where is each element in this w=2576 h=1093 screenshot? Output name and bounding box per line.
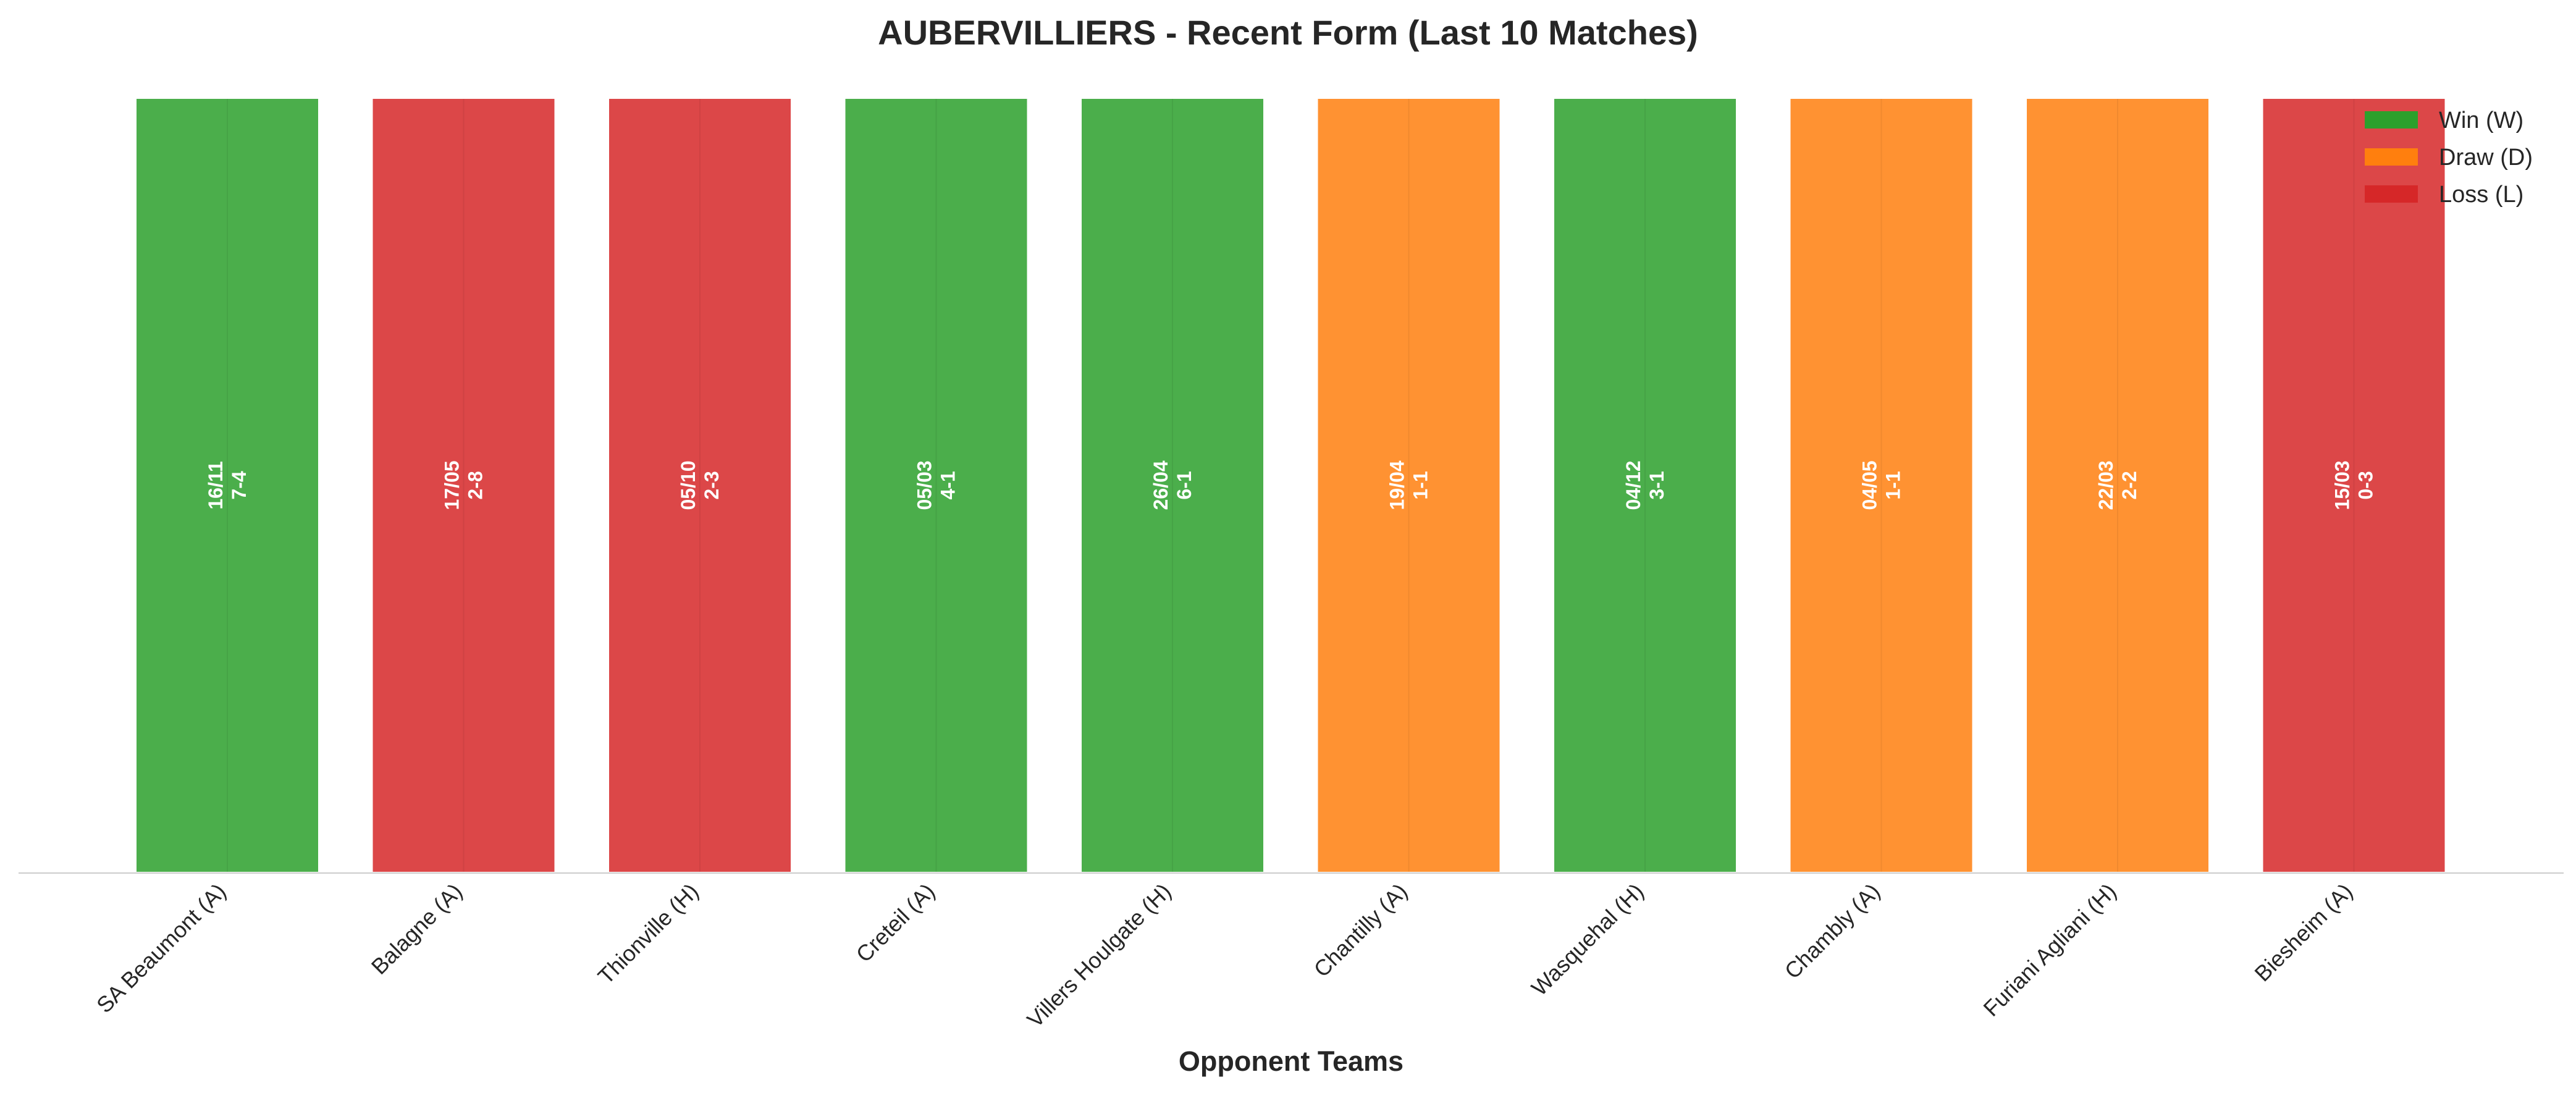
bar-label-score: 4-1 bbox=[937, 471, 959, 499]
x-tick-label: Chantilly (A) bbox=[1309, 879, 1413, 982]
x-axis-label: Opponent Teams bbox=[1179, 1045, 1404, 1077]
chart-title: AUBERVILLIERS - Recent Form (Last 10 Mat… bbox=[878, 13, 1698, 52]
x-tick-label: Balagne (A) bbox=[366, 879, 467, 979]
bar-label-score: 2-8 bbox=[465, 471, 487, 499]
legend-label: Loss (L) bbox=[2439, 182, 2523, 208]
bar bbox=[1552, 96, 1738, 874]
bar-label: 26/046-1 bbox=[1150, 460, 1195, 510]
bar-label: 15/030-3 bbox=[2331, 460, 2377, 510]
bar-label-score: 2-3 bbox=[701, 471, 723, 499]
x-tick-label: Creteil (A) bbox=[851, 879, 940, 968]
bar-label: 19/041-1 bbox=[1386, 460, 1432, 510]
bar-label-date: 19/04 bbox=[1386, 460, 1408, 510]
bar-label-date: 16/11 bbox=[204, 461, 227, 509]
bars-group bbox=[134, 96, 2448, 874]
x-tick-label: Furiani Agliani (H) bbox=[1978, 879, 2121, 1021]
bar bbox=[607, 96, 793, 874]
tick-labels-group: SA Beaumont (A) Balagne (A) Thionville (H)… bbox=[91, 879, 2357, 1032]
bar-label-date: 04/05 bbox=[1859, 460, 1881, 510]
bar-label-score: 1-1 bbox=[1882, 471, 1905, 499]
bar-label-score: 2-2 bbox=[2118, 471, 2140, 499]
bar bbox=[2260, 96, 2448, 874]
x-tick-label: Thionville (H) bbox=[593, 879, 704, 989]
bar-label-score: 7-4 bbox=[228, 471, 250, 499]
bar-label-date: 04/12 bbox=[1622, 460, 1644, 510]
x-tick-label: Villers Houlgate (H) bbox=[1022, 879, 1176, 1032]
bar-labels-group: 16/117-4 17/052-8 05/102-3 05/034-1 26/046-1… bbox=[204, 460, 2377, 510]
legend-swatch bbox=[2365, 111, 2418, 129]
bar-label-score: 0-3 bbox=[2355, 471, 2377, 499]
bar-label-score: 6-1 bbox=[1173, 471, 1195, 499]
bar-label: 16/117-4 bbox=[204, 461, 250, 509]
x-tick-label: Biesheim (A) bbox=[2249, 879, 2357, 987]
x-tick-label: SA Beaumont (A) bbox=[91, 879, 231, 1018]
bar-label-date: 17/05 bbox=[441, 460, 463, 510]
bar-label: 04/123-1 bbox=[1622, 460, 1668, 510]
x-tick-label: Chambly (A) bbox=[1780, 879, 1885, 984]
bar bbox=[134, 96, 321, 874]
bar-label-date: 26/04 bbox=[1150, 460, 1172, 510]
bar bbox=[1788, 96, 1975, 874]
bar bbox=[370, 96, 557, 874]
bar bbox=[843, 96, 1030, 874]
bar-label-date: 05/03 bbox=[914, 460, 936, 510]
bar bbox=[1079, 96, 1266, 874]
bar-label: 04/051-1 bbox=[1859, 460, 1905, 510]
legend-label: Draw (D) bbox=[2439, 145, 2533, 171]
legend-label: Win (W) bbox=[2439, 108, 2523, 133]
legend-swatch bbox=[2365, 148, 2418, 166]
bar bbox=[1315, 96, 1502, 874]
bar-label: 17/052-8 bbox=[441, 460, 487, 510]
bar-label-score: 1-1 bbox=[1410, 471, 1432, 499]
bar-label-date: 05/10 bbox=[677, 460, 699, 510]
legend: Win (W) Draw (D) Loss (L) bbox=[2365, 108, 2533, 208]
bar-label: 05/034-1 bbox=[914, 460, 959, 510]
bar-label-date: 22/03 bbox=[2095, 460, 2117, 510]
legend-swatch bbox=[2365, 185, 2418, 203]
bar-label: 22/032-2 bbox=[2095, 460, 2140, 510]
bar-label-score: 3-1 bbox=[1646, 471, 1668, 499]
bar-label: 05/102-3 bbox=[677, 460, 723, 510]
x-tick-label: Wasquehal (H) bbox=[1526, 879, 1649, 1001]
bar-label-date: 15/03 bbox=[2331, 460, 2354, 510]
